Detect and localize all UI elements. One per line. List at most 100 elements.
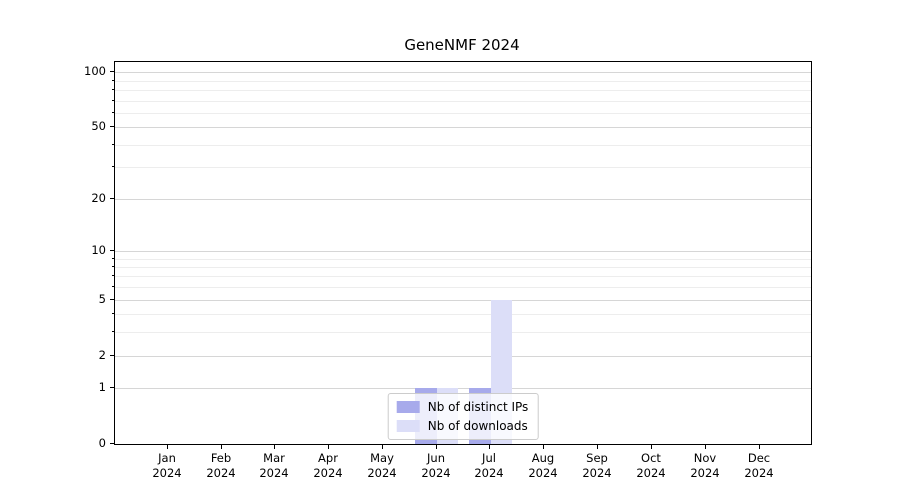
- y-tick-mark: [110, 198, 114, 199]
- y-minor-tick-mark: [112, 266, 114, 267]
- y-minor-tick-mark: [112, 286, 114, 287]
- x-tick-mark: [436, 445, 437, 449]
- x-tick-label: Apr 2024: [296, 451, 360, 481]
- x-tick-label: Jul 2024: [457, 451, 521, 481]
- x-tick-mark: [597, 445, 598, 449]
- y-tick-mark: [110, 71, 114, 72]
- x-tick-label-month: Sep: [586, 451, 608, 465]
- chart-title: GeneNMF 2024: [404, 36, 520, 54]
- x-tick-label-month: Apr: [318, 451, 338, 465]
- minor-gridline: [115, 332, 811, 333]
- major-gridline: [115, 388, 811, 389]
- major-gridline: [115, 251, 811, 252]
- legend-swatch-distinct-ips-icon: [396, 401, 420, 413]
- y-minor-tick-mark: [112, 112, 114, 113]
- x-tick-mark: [543, 445, 544, 449]
- y-tick-label: 2: [98, 348, 106, 362]
- legend-item-downloads: Nb of downloads: [396, 418, 529, 434]
- x-tick-label-year: 2024: [313, 466, 343, 480]
- x-tick-label-month: Jul: [482, 451, 496, 465]
- x-tick-label-year: 2024: [582, 466, 612, 480]
- major-gridline: [115, 127, 811, 128]
- y-tick-label: 100: [84, 64, 106, 78]
- y-tick-mark: [110, 126, 114, 127]
- minor-gridline: [115, 167, 811, 168]
- minor-gridline: [115, 145, 811, 146]
- x-tick-label-month: Mar: [263, 451, 285, 465]
- y-minor-tick-mark: [112, 166, 114, 167]
- minor-gridline: [115, 287, 811, 288]
- minor-gridline: [115, 259, 811, 260]
- y-minor-tick-mark: [112, 80, 114, 81]
- x-tick-mark: [328, 445, 329, 449]
- major-gridline: [115, 356, 811, 357]
- x-tick-label: Feb 2024: [189, 451, 253, 481]
- major-gridline: [115, 72, 811, 73]
- y-tick-mark: [110, 355, 114, 356]
- major-gridline: [115, 300, 811, 301]
- x-tick-label-year: 2024: [206, 466, 236, 480]
- x-tick-label: Sep 2024: [565, 451, 629, 481]
- major-gridline: [115, 199, 811, 200]
- y-tick-label: 20: [91, 191, 106, 205]
- y-tick-mark: [110, 443, 114, 444]
- x-tick-label-month: May: [370, 451, 394, 465]
- x-tick-label-year: 2024: [528, 466, 558, 480]
- x-tick-label: Oct 2024: [619, 451, 683, 481]
- x-tick-label-month: Jan: [158, 451, 176, 465]
- x-tick-label-month: Aug: [531, 451, 555, 465]
- x-tick-label: May 2024: [350, 451, 414, 481]
- x-tick-label-year: 2024: [474, 466, 504, 480]
- y-tick-mark: [110, 299, 114, 300]
- x-tick-mark: [759, 445, 760, 449]
- x-tick-label-year: 2024: [152, 466, 182, 480]
- x-tick-label-year: 2024: [690, 466, 720, 480]
- y-minor-tick-mark: [112, 331, 114, 332]
- minor-gridline: [115, 113, 811, 114]
- y-tick-label: 5: [98, 292, 106, 306]
- x-tick-label: Aug 2024: [511, 451, 575, 481]
- x-tick-label: Jan 2024: [135, 451, 199, 481]
- legend-label-downloads: Nb of downloads: [427, 419, 528, 433]
- x-tick-label: Nov 2024: [673, 451, 737, 481]
- x-tick-mark: [489, 445, 490, 449]
- minor-gridline: [115, 81, 811, 82]
- y-tick-mark: [110, 387, 114, 388]
- x-tick-label-year: 2024: [421, 466, 451, 480]
- y-minor-tick-mark: [112, 100, 114, 101]
- y-tick-label: 1: [98, 380, 106, 394]
- x-tick-label: Mar 2024: [242, 451, 306, 481]
- x-tick-label-year: 2024: [636, 466, 666, 480]
- x-tick-label-month: Dec: [747, 451, 771, 465]
- x-tick-label: Dec 2024: [727, 451, 791, 481]
- y-tick-mark: [110, 250, 114, 251]
- x-tick-mark: [705, 445, 706, 449]
- x-tick-mark: [651, 445, 652, 449]
- x-tick-label-month: Feb: [210, 451, 232, 465]
- legend-label-distinct-ips: Nb of distinct IPs: [427, 400, 529, 414]
- plot-area: Nb of distinct IPs Nb of downloads: [114, 61, 812, 445]
- y-tick-label: 50: [91, 119, 106, 133]
- minor-gridline: [115, 276, 811, 277]
- minor-gridline: [115, 267, 811, 268]
- x-tick-label-month: Oct: [641, 451, 661, 465]
- y-minor-tick-mark: [112, 313, 114, 314]
- legend: Nb of distinct IPs Nb of downloads: [387, 393, 539, 440]
- minor-gridline: [115, 90, 811, 91]
- y-tick-label: 0: [98, 436, 106, 450]
- x-tick-mark: [167, 445, 168, 449]
- y-tick-label: 10: [91, 243, 106, 257]
- minor-gridline: [115, 314, 811, 315]
- legend-item-distinct-ips: Nb of distinct IPs: [396, 399, 529, 415]
- x-tick-label-year: 2024: [259, 466, 289, 480]
- x-tick-mark: [221, 445, 222, 449]
- y-minor-tick-mark: [112, 258, 114, 259]
- legend-swatch-downloads-icon: [396, 420, 420, 432]
- x-tick-label-month: Jun: [427, 451, 445, 465]
- y-minor-tick-mark: [112, 275, 114, 276]
- x-tick-mark: [274, 445, 275, 449]
- x-tick-label-year: 2024: [367, 466, 397, 480]
- x-tick-mark: [382, 445, 383, 449]
- x-tick-label-year: 2024: [744, 466, 774, 480]
